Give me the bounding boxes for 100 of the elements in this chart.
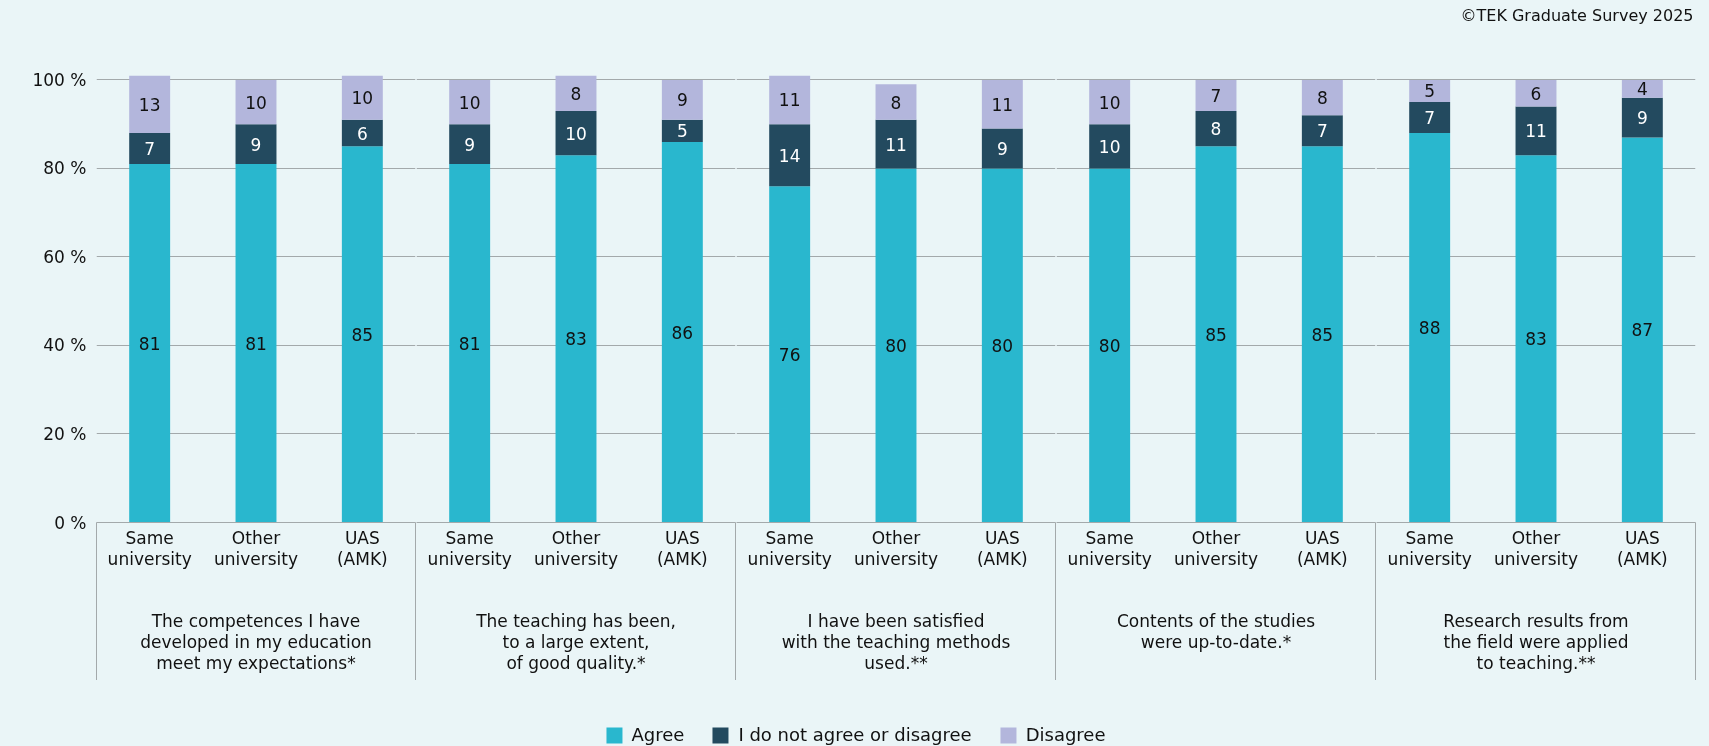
data-label: 80 (885, 335, 907, 356)
legend-label: Disagree (1025, 724, 1106, 745)
data-label: 85 (1205, 324, 1227, 345)
bar (1621, 137, 1663, 523)
bar (1195, 79, 1237, 111)
bar (1089, 124, 1131, 169)
x-tick-label: Other university (1493, 527, 1579, 569)
x-tick-label: Other university (213, 527, 299, 569)
x-tick-label: Same university (747, 527, 832, 569)
data-label: 80 (1098, 335, 1121, 356)
data-label: 13 (138, 94, 161, 115)
x-axis-title: Contents of the studies were up-to-date.* (1116, 610, 1316, 652)
data-label: 7 (144, 139, 156, 160)
data-label: 11 (1525, 121, 1547, 142)
bar (235, 164, 277, 523)
x-tick-label: UAS (AMK) (656, 527, 708, 569)
y-tick-label: 0 % (54, 512, 87, 533)
y-tick-label: 20 % (43, 423, 87, 444)
data-label: 7 (1210, 85, 1222, 106)
bar (129, 164, 171, 523)
data-label: 8 (570, 83, 582, 104)
bar (661, 119, 703, 142)
data-label: 10 (351, 88, 374, 109)
x-tick-label: UAS (AMK) (336, 527, 388, 569)
bar (981, 79, 1023, 129)
data-label: 83 (1525, 329, 1547, 350)
data-label: 11 (778, 90, 801, 111)
data-label: 88 (1418, 318, 1441, 339)
data-label: 9 (464, 134, 476, 155)
x-tick-label: Same university (427, 527, 512, 569)
data-label: 80 (991, 335, 1014, 356)
data-label: 81 (245, 333, 267, 354)
bar (661, 141, 703, 523)
bar (341, 146, 383, 523)
x-tick-label: Same university (107, 527, 192, 569)
data-label: 6 (356, 123, 368, 144)
y-tick-label: 80 % (43, 158, 87, 179)
data-label: 7 (1316, 121, 1328, 142)
bar (449, 79, 491, 125)
data-label: 76 (778, 344, 801, 365)
y-tick-label: 40 % (43, 335, 87, 356)
data-label: 87 (1631, 320, 1654, 341)
bar (235, 79, 277, 125)
data-label: 10 (245, 92, 267, 113)
data-label: 8 (1316, 88, 1328, 109)
data-label: 9 (1636, 108, 1648, 129)
bar (661, 79, 703, 120)
x-tick-label: Other university (533, 527, 619, 569)
x-axis-title: The teaching has been, to a large extent, of good quality.* (475, 610, 676, 673)
data-label: 6 (1530, 83, 1542, 104)
bar (1621, 97, 1663, 138)
bar (769, 186, 811, 523)
bar (875, 84, 917, 120)
data-label: 10 (565, 123, 587, 144)
data-label: 85 (351, 324, 374, 345)
x-axis-title: Research results from the field were applied to teaching.** (1443, 610, 1629, 673)
x-tick-label: UAS (AMK) (1296, 527, 1348, 569)
bar (1409, 102, 1451, 134)
data-label: 5 (1424, 81, 1436, 102)
x-axis-title: The competences I have developed in my education meet my expectations* (140, 610, 372, 673)
data-label: 86 (671, 322, 694, 343)
data-label: 10 (458, 92, 481, 113)
bar (129, 133, 171, 165)
data-label: 10 (1098, 92, 1121, 113)
bar (769, 124, 811, 187)
bar (449, 164, 491, 523)
bar (875, 119, 917, 169)
bar (1301, 79, 1343, 116)
bar (1621, 79, 1663, 98)
bar (341, 119, 383, 147)
bar (129, 75, 171, 134)
y-tick-label: 60 % (43, 246, 87, 267)
data-label: 9 (996, 139, 1008, 160)
data-label: 10 (1098, 136, 1121, 157)
data-label: 85 (1311, 324, 1334, 345)
legend-label: Agree (631, 724, 685, 745)
text: ©TEK Graduate Survey 2025 (1460, 6, 1694, 25)
data-label: 11 (991, 94, 1014, 115)
data-label: 8 (890, 92, 902, 113)
bar (1089, 79, 1131, 125)
x-tick-label: UAS (AMK) (976, 527, 1028, 569)
bar (235, 124, 277, 165)
bar (769, 75, 811, 125)
data-label: 81 (458, 333, 481, 354)
bar (1195, 146, 1237, 523)
data-label: 11 (885, 134, 907, 155)
bar (875, 168, 917, 523)
bar (341, 75, 383, 120)
x-tick-label: Other university (1173, 527, 1259, 569)
bar (1409, 133, 1451, 523)
data-label: 9 (676, 90, 688, 111)
bar (1195, 110, 1237, 147)
x-tick-label: UAS (AMK) (1616, 527, 1668, 569)
data-label: 14 (778, 145, 801, 166)
x-tick-label: Other university (853, 527, 939, 569)
data-label: 81 (138, 333, 161, 354)
bar (555, 155, 597, 523)
bar (1301, 146, 1343, 523)
bar (981, 128, 1023, 169)
bar (1409, 79, 1451, 103)
